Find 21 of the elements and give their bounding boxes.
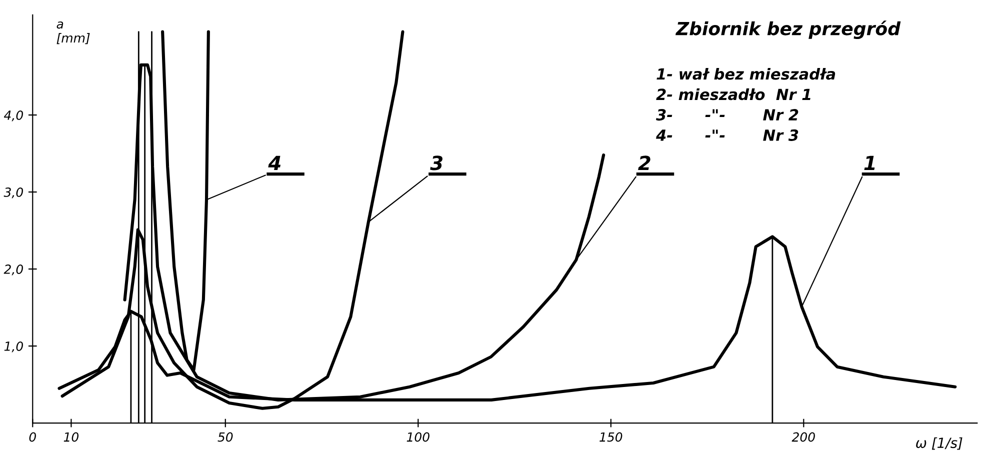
y-tick-label: 4,0 [4,110,23,122]
x-tick-label: 150 [600,432,622,442]
chart-title: Zbiornik bez przegród [675,20,901,40]
y-tick-label: 2,0 [4,264,23,276]
x-tick-label: 200 [792,432,815,442]
annotation: 3 [430,156,442,170]
x-tick-label: 0 [29,432,36,442]
annotation: 4- -"- Nr 3 [656,129,798,141]
annotation: 2 [638,156,650,170]
y-tick-label: 3,0 [4,187,23,198]
y-axis-title: a [mm] [56,21,90,44]
x-tick-label: 100 [406,432,430,442]
annotation: 1- wał bez mieszadła [656,68,836,80]
x-tick-label: 50 [218,432,233,442]
x-axis-title: ω [1/s] [916,437,962,450]
annotation: 4 [268,156,281,170]
annotation: 2- mieszadło Nr 1 [656,88,810,100]
y-tick-label: 1,0 [4,342,23,352]
annotation: 3- -"- Nr 2 [656,109,798,121]
x-tick-label: 10 [64,432,79,442]
annotation: 1 [864,156,875,170]
